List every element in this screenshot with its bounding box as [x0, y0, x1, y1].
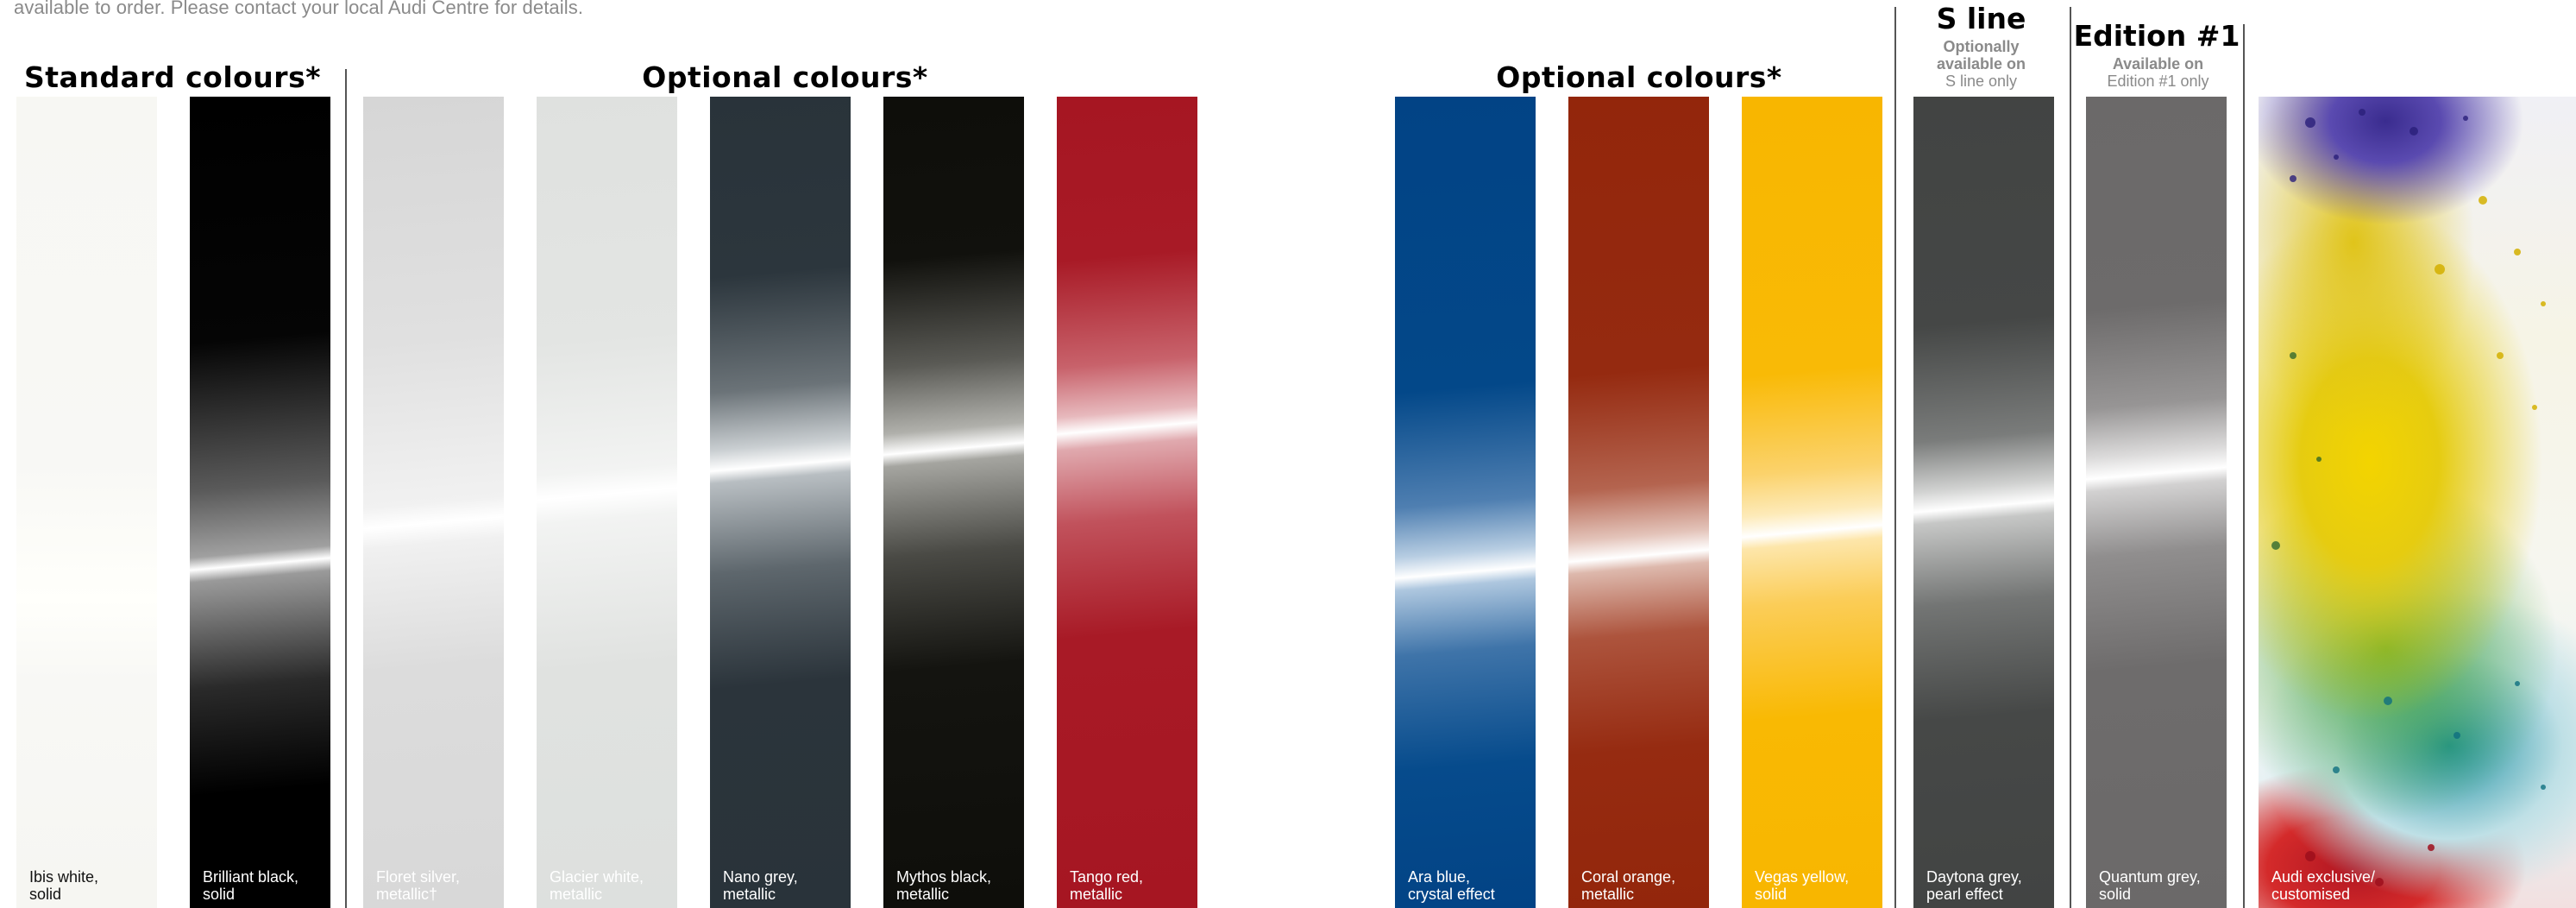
swatch-audi-exclusive[interactable]: Audi exclusive/ customised — [2259, 97, 2576, 908]
edition-note-line-2: Edition #1 only — [2107, 73, 2209, 90]
swatch-name: Daytona grey, — [1926, 868, 2022, 886]
edition-heading: Edition #1 — [2073, 19, 2240, 53]
swatch-name: Floret silver, — [376, 868, 461, 886]
swatch-name: Audi exclusive/ — [2271, 868, 2376, 886]
swatch-finish: metallic — [896, 886, 950, 903]
swatch-name: Glacier white, — [550, 868, 644, 886]
swatch-finish: pearl effect — [1926, 886, 2003, 903]
swatch-ara-blue[interactable]: Ara blue, crystal effect — [1395, 97, 1536, 908]
divider-sline-edition — [2070, 7, 2071, 908]
swatch-finish: solid — [29, 886, 62, 903]
swatch-finish: customised — [2271, 886, 2351, 903]
swatch-name: Coral orange, — [1581, 868, 1676, 886]
optional-colours-heading-2: Optional colours* — [1496, 60, 1782, 94]
swatch-finish: crystal effect — [1408, 886, 1495, 903]
swatch-finish: metallic — [1581, 886, 1635, 903]
swatch-vegas-yellow[interactable]: Vegas yellow, solid — [1742, 97, 1882, 908]
swatch-daytona-grey[interactable]: Daytona grey, pearl effect — [1913, 97, 2054, 908]
swatch-finish: metallic — [550, 886, 603, 903]
swatch-name: Ara blue, — [1408, 868, 1471, 886]
swatch-name: Nano grey, — [723, 868, 798, 886]
sline-note-line-1: Optionally — [1943, 38, 2020, 55]
divider-edition-exclusive — [2243, 24, 2245, 908]
swatch-name: Vegas yellow, — [1755, 868, 1850, 886]
swatch-floret-silver[interactable]: Floret silver, metallic† — [363, 97, 504, 908]
swatch-label: Audi exclusive/ customised — [2271, 868, 2375, 903]
swatch-finish: solid — [203, 886, 236, 903]
swatch-name: Quantum grey, — [2099, 868, 2201, 886]
swatch-label: Mythos black, metallic — [896, 868, 991, 903]
swatch-glacier-white[interactable]: Glacier white, metallic — [537, 97, 677, 908]
swatch-mythos-black[interactable]: Mythos black, metallic — [883, 97, 1024, 908]
sline-heading: S line — [1936, 2, 2026, 35]
swatch-finish: metallic† — [376, 886, 438, 903]
sline-note: Optionally available on S line only — [1911, 38, 2051, 90]
swatch-label: Vegas yellow, solid — [1755, 868, 1849, 903]
swatch-finish: metallic — [723, 886, 776, 903]
swatch-label: Brilliant black, solid — [203, 868, 298, 903]
swatch-tango-red[interactable]: Tango red, metallic — [1057, 97, 1197, 908]
swatch-coral-orange[interactable]: Coral orange, metallic — [1568, 97, 1709, 908]
swatch-finish: metallic — [1070, 886, 1123, 903]
swatch-name: Mythos black, — [896, 868, 992, 886]
swatch-label: Glacier white, metallic — [550, 868, 644, 903]
swatch-name: Ibis white, — [29, 868, 99, 886]
edition-note: Available on Edition #1 only — [2088, 55, 2228, 90]
swatch-label: Floret silver, metallic† — [376, 868, 460, 903]
swatch-finish: solid — [1755, 886, 1787, 903]
swatch-finish: solid — [2099, 886, 2132, 903]
swatch-label: Coral orange, metallic — [1581, 868, 1675, 903]
swatch-label: Quantum grey, solid — [2099, 868, 2201, 903]
divider-standard-optional — [345, 69, 347, 908]
swatch-label: Tango red, metallic — [1070, 868, 1143, 903]
swatch-label: Daytona grey, pearl effect — [1926, 868, 2022, 903]
paint-splatter-image — [2271, 109, 2546, 886]
swatch-label: Ibis white, solid — [29, 868, 98, 903]
swatch-quantum-grey[interactable]: Quantum grey, solid — [2086, 97, 2227, 908]
swatch-ibis-white[interactable]: Ibis white, solid — [16, 97, 157, 908]
sline-note-line-2: available on — [1936, 55, 2026, 73]
swatch-name: Brilliant black, — [203, 868, 299, 886]
swatch-brilliant-black[interactable]: Brilliant black, solid — [190, 97, 330, 908]
standard-colours-heading: Standard colours* — [24, 60, 321, 94]
swatch-label: Ara blue, crystal effect — [1408, 868, 1495, 903]
divider-optional-sline — [1894, 7, 1896, 908]
edition-note-line-1: Available on — [2112, 55, 2204, 73]
swatch-name: Tango red, — [1070, 868, 1144, 886]
swatch-nano-grey[interactable]: Nano grey, metallic — [710, 97, 851, 908]
sline-note-line-3: S line only — [1945, 73, 2018, 90]
intro-text: available to order. Please contact your … — [14, 0, 584, 18]
optional-colours-heading-1: Optional colours* — [642, 60, 928, 94]
swatch-label: Nano grey, metallic — [723, 868, 798, 903]
